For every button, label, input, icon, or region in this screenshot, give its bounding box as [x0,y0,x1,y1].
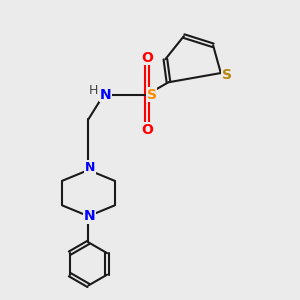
Text: O: O [141,123,153,137]
Text: N: N [84,209,96,223]
Text: S: S [222,68,232,82]
Text: S: S [146,88,157,102]
Text: H: H [88,84,98,98]
Text: O: O [141,51,153,64]
Text: N: N [100,88,111,102]
Text: N: N [85,161,95,174]
